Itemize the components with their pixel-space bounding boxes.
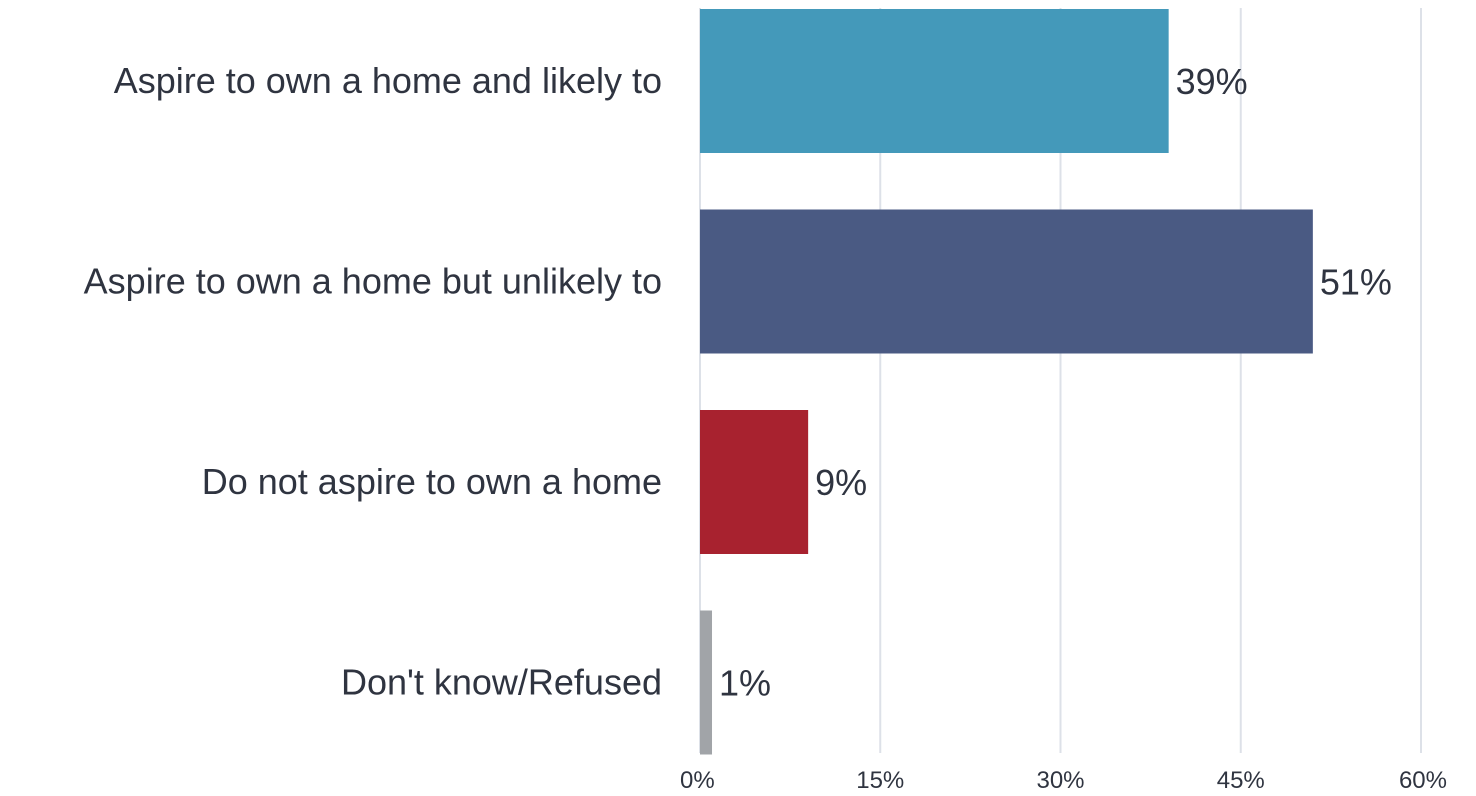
x-tick-label: 45%	[1217, 767, 1265, 791]
bars	[700, 9, 1313, 755]
category-label: Do not aspire to own a home	[202, 461, 662, 502]
x-tick-label: 30%	[1036, 767, 1084, 791]
bar-value-label: 1%	[719, 663, 771, 704]
bar	[700, 209, 1313, 354]
x-tick-label: 0%	[680, 767, 715, 791]
x-tick-label: 15%	[856, 767, 904, 791]
x-tick-label: 60%	[1399, 767, 1447, 791]
x-axis-ticks: 0% 15% 30% 45% 60%	[680, 767, 1447, 794]
bar-value-label: 9%	[815, 462, 867, 503]
category-label: Aspire to own a home and likely to	[114, 60, 662, 101]
bar	[700, 610, 713, 755]
category-label: Aspire to own a home but unlikely to	[84, 261, 662, 302]
bar	[700, 9, 1169, 153]
value-labels: 39% 51% 9% 1%	[719, 61, 1392, 704]
bar-value-label: 51%	[1320, 262, 1392, 303]
category-labels: Aspire to own a home and likely to Aspire…	[84, 60, 662, 703]
bar	[700, 410, 809, 554]
category-label: Don't know/Refused	[341, 662, 662, 703]
bar-value-label: 39%	[1176, 61, 1248, 102]
